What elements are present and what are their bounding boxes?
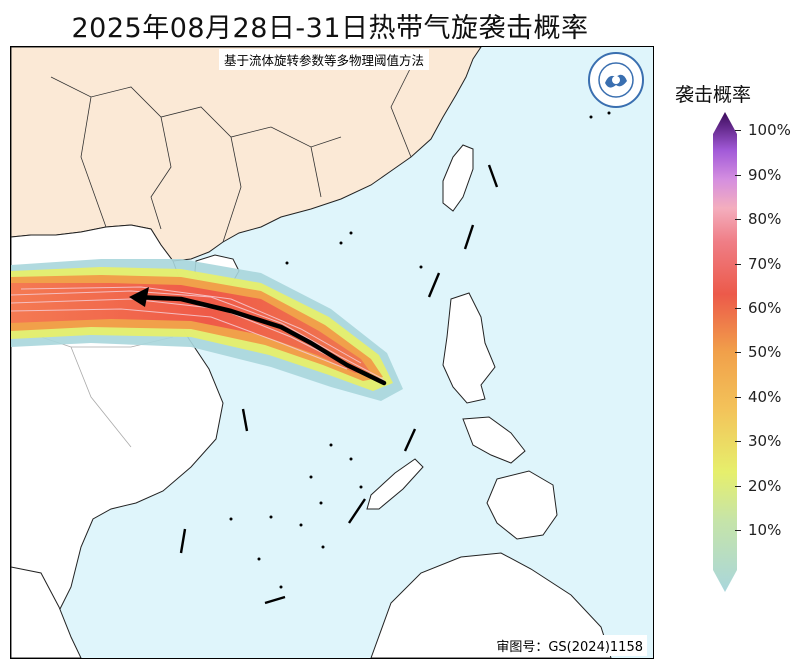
strike-probability-plume	[11, 259, 403, 401]
map-panel[interactable]: 基于流体旋转参数等多物理阈值方法 审图号：GS(2024)1158	[10, 46, 654, 659]
mindanao-island	[486, 470, 558, 540]
tick-label-60: 60%	[748, 299, 782, 317]
tick-label-30: 30%	[748, 432, 782, 450]
tick-label-80: 80%	[748, 210, 782, 228]
visayas-islands	[462, 416, 526, 464]
tick-label-40: 40%	[748, 388, 782, 406]
approval-number: 审图号：GS(2024)1158	[492, 635, 647, 656]
small-islands	[229, 111, 611, 589]
colorbar	[713, 112, 737, 592]
taiwan-island	[442, 144, 474, 212]
map-canvas	[11, 47, 612, 658]
tick-label-70: 70%	[748, 255, 782, 273]
province-borders	[50, 66, 412, 243]
colorbar-title: 袭击概率	[675, 84, 752, 106]
malay-peninsula	[11, 566, 82, 658]
method-note: 基于流体旋转参数等多物理阈值方法	[219, 49, 430, 70]
forecast-track	[132, 294, 387, 386]
boundary-dashes	[179, 164, 499, 605]
track-arrowhead	[129, 287, 149, 307]
luzon-island	[442, 292, 496, 404]
tick-label-10: 10%	[748, 521, 782, 539]
tick-label-100: 100%	[748, 121, 791, 139]
cma-emblem-icon	[587, 51, 645, 109]
palawan-island	[366, 458, 424, 510]
tick-label-50: 50%	[748, 343, 782, 361]
page-title: 2025年08月28日-31日热带气旋袭击概率	[71, 13, 589, 44]
tick-label-20: 20%	[748, 477, 782, 495]
tick-label-90: 90%	[748, 166, 782, 184]
